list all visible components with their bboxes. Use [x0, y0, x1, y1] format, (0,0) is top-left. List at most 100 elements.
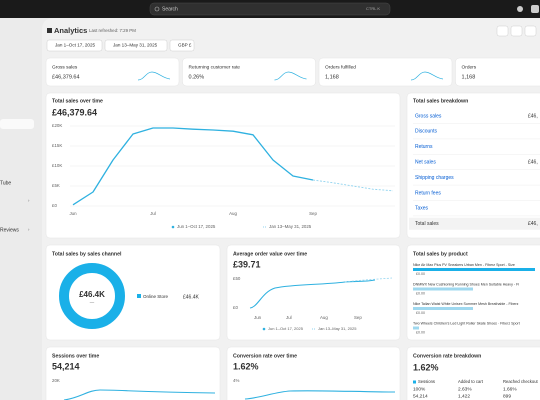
card-title: Conversion rate breakdown	[413, 353, 481, 359]
search-icon	[154, 6, 160, 12]
filter-button[interactable]	[104, 39, 168, 52]
step-count: 1,422	[458, 393, 470, 399]
nav-selected[interactable]	[0, 119, 34, 129]
step-label: Reached checkout	[503, 379, 539, 384]
legend-label: Online Store	[143, 294, 169, 299]
nav-chevron: ›	[28, 198, 30, 203]
kpi-value: 1,168	[462, 74, 476, 80]
icon-button[interactable]	[496, 25, 509, 37]
trend-line	[63, 389, 216, 400]
card-title: Total sales over time	[52, 98, 103, 104]
search-box[interactable]	[149, 2, 391, 16]
legend-label: Jun 1–Oct 17, 2025	[268, 326, 304, 331]
kpi-card[interactable]	[182, 57, 316, 87]
donut	[59, 263, 125, 329]
sparkline	[410, 71, 444, 81]
x-tick-label: Jul	[150, 211, 156, 216]
series-line	[72, 127, 314, 206]
y-tick-label: £0	[233, 305, 238, 310]
avatar[interactable]	[531, 5, 539, 13]
legend-label: Jan 13–May 31, 2025	[318, 326, 357, 331]
card-title: Conversion rate over time	[233, 353, 297, 359]
card-value: 54,214	[52, 361, 80, 371]
card	[226, 244, 401, 341]
product-bar	[413, 287, 473, 291]
legend-value: £46.4K	[183, 294, 200, 300]
kpi-label: Returning customer rate	[189, 64, 241, 70]
kpi-value: £46,379.64	[52, 74, 80, 80]
kpi-card[interactable]	[318, 57, 453, 87]
row-value: £46,	[528, 113, 538, 119]
card-title: Total sales breakdown	[413, 98, 468, 104]
filter-button[interactable]	[46, 39, 103, 52]
y-tick-label: £5K	[52, 183, 60, 188]
product-bar	[413, 307, 473, 310]
product-name: Two Wheels Children's Led Light Roller S…	[413, 321, 520, 325]
sparkline	[274, 71, 307, 81]
search-placeholder: Search	[162, 6, 178, 12]
step-count: 899	[503, 393, 511, 399]
x-tick-label: Aug	[229, 211, 237, 216]
row-label[interactable]: Returns	[415, 144, 433, 150]
kpi-card[interactable]	[455, 57, 540, 87]
y-tick-label: £20K	[52, 123, 62, 128]
step-pct: 100%	[413, 386, 426, 392]
nav-item[interactable]: Reviews	[0, 227, 19, 233]
product-value: £0.00	[416, 330, 425, 334]
step-swatch	[413, 380, 416, 384]
donut-center: £46.4K	[79, 290, 105, 299]
row-label: Total sales	[415, 221, 439, 227]
x-tick-label: Sep	[309, 211, 317, 216]
y-tick-label: £10K	[52, 163, 62, 168]
trend-line	[249, 279, 376, 309]
dash: —	[90, 300, 95, 305]
card-value: 1.62%	[413, 362, 439, 372]
legend-label: Jun 1–Oct 17, 2025	[177, 224, 216, 229]
card	[226, 346, 401, 400]
card-title: Total sales by product	[413, 251, 468, 257]
step-label: Added to cart	[458, 379, 484, 384]
icon-button[interactable]	[510, 25, 523, 37]
product-name: Nike Air Max Plus PV Sneakers Urban Men …	[413, 263, 515, 267]
product-value: £0.00	[416, 272, 425, 276]
kpi-label: Orders fulfilled	[325, 64, 356, 70]
y-tick-label: £0	[52, 203, 57, 208]
filter-button[interactable]	[169, 39, 195, 52]
icon-button[interactable]	[524, 25, 537, 37]
kpi-label: Gross sales	[52, 64, 78, 70]
row-value: £46,	[528, 221, 538, 227]
kpi-card[interactable]	[45, 57, 180, 87]
x-tick-label: Jun	[254, 315, 262, 320]
row-label[interactable]: Gross sales	[415, 113, 442, 119]
analytics-icon	[47, 28, 52, 33]
product-value: £0.00	[416, 291, 425, 295]
series-line	[312, 179, 394, 192]
legend-label: Jan 13–May 31, 2025	[269, 224, 312, 229]
filter-label: Jan 1–Oct 17, 2025	[55, 43, 96, 48]
search-shortcut: CTRL K	[366, 6, 380, 11]
row-label[interactable]: Shipping charges	[415, 175, 454, 181]
product-name: DNMWX New Cushioning Running Shoes Men S…	[413, 282, 519, 286]
row-label[interactable]: Taxes	[415, 206, 429, 212]
y-tick-label: £50	[233, 276, 241, 281]
row-label[interactable]: Discounts	[415, 129, 437, 135]
card	[406, 244, 540, 341]
card-title: Average order value over time	[233, 251, 307, 257]
product-bar	[413, 326, 419, 330]
icon[interactable]	[517, 6, 523, 12]
legend-swatch	[137, 294, 141, 298]
row-label[interactable]: Return fees	[415, 190, 441, 196]
step-label: Sessions	[418, 379, 435, 384]
nav-item[interactable]: Tube	[0, 180, 11, 186]
kpi-value: 1,168	[325, 74, 339, 80]
nav-chevron: ›	[28, 227, 30, 232]
card	[45, 244, 221, 341]
step-pct: 1.66%	[503, 386, 517, 392]
row-label[interactable]: Net sales	[415, 160, 436, 166]
product-value: £0.00	[416, 311, 425, 315]
last-refreshed: Last refreshed: 7:29 PM	[89, 28, 136, 33]
trend-line	[244, 390, 396, 400]
page-title: Analytics	[54, 26, 87, 35]
product-name: Nike Tailan Waist White Unisex Summer Me…	[413, 302, 519, 306]
card-value: £46,379.64	[52, 107, 97, 117]
